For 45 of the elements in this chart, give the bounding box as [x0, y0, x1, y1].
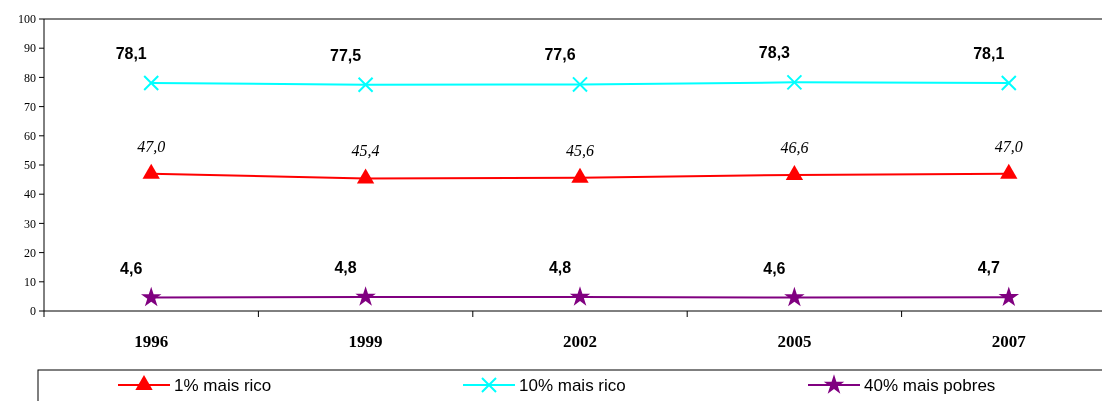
- data-label: 78,3: [758, 44, 791, 62]
- point: [355, 286, 376, 306]
- y-tick-label: 0: [30, 304, 36, 319]
- data-label: 4,6: [120, 259, 143, 277]
- y-tick-label: 40: [24, 187, 36, 202]
- data-label: 4,6: [763, 259, 786, 277]
- point: [998, 286, 1020, 306]
- y-tick-label: 10: [24, 275, 36, 289]
- legend-label: 1% mais rico: [174, 375, 272, 395]
- data-label: 47,0: [137, 137, 166, 155]
- y-tick-label: 60: [24, 129, 36, 143]
- point: [143, 74, 160, 91]
- data-label: 47,0: [994, 137, 1023, 155]
- x-tick-label: 2007: [991, 332, 1027, 351]
- point: [356, 168, 375, 184]
- data-label: 77,5: [330, 46, 362, 64]
- data-label: 4,8: [548, 258, 572, 276]
- data-label: 45,4: [351, 142, 380, 160]
- y-tick-label: 50: [24, 158, 36, 173]
- data-label: 78,1: [115, 44, 147, 62]
- y-tick-label: 90: [24, 41, 36, 56]
- point: [569, 286, 591, 306]
- y-tick-label: 80: [24, 70, 36, 85]
- legend-label: 40% mais pobres: [864, 375, 996, 395]
- y-tick-label: 30: [24, 216, 36, 231]
- x-tick-label: 1996: [134, 332, 169, 351]
- x-tick-label: 1999: [348, 332, 383, 351]
- data-label: 77,6: [544, 46, 576, 64]
- data-label: 4,7: [977, 259, 1001, 277]
- y-tick-label: 70: [24, 99, 36, 114]
- y-tick-label: 20: [24, 245, 36, 260]
- point: [357, 76, 374, 93]
- y-tick-label: 100: [18, 12, 36, 27]
- x-tick-label: 2005: [777, 332, 812, 351]
- point: [786, 74, 803, 91]
- point: [784, 286, 805, 307]
- point: [140, 286, 162, 307]
- point: [1000, 74, 1017, 91]
- data-label: 4,8: [334, 258, 357, 276]
- data-label: 46,6: [780, 138, 809, 156]
- data-label: 78,1: [973, 44, 1005, 62]
- data-label: 45,6: [566, 141, 594, 159]
- x-tick-label: 2002: [563, 332, 597, 351]
- legend-label: 10% mais rico: [519, 375, 626, 395]
- point: [571, 76, 589, 93]
